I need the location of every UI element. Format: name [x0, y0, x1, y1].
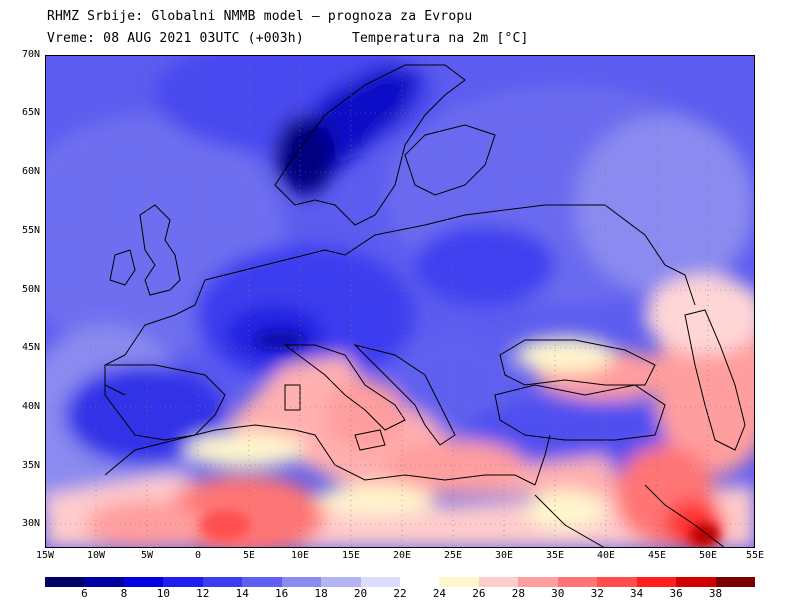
- colorbar-segment: [360, 577, 401, 587]
- lat-label: 35N: [21, 460, 40, 471]
- colorbar-segment: [518, 577, 559, 587]
- colorbar-segment: [163, 577, 204, 587]
- colorbar-label: 22: [393, 587, 407, 600]
- colorbar-segment: [597, 577, 638, 587]
- graticule: [45, 55, 755, 548]
- colorbar-label: 30: [551, 587, 565, 600]
- lon-label: 30E: [494, 550, 514, 561]
- lon-label: 20E: [392, 550, 412, 561]
- colorbar-label: 18: [314, 587, 328, 600]
- colorbar-segment: [321, 577, 362, 587]
- lat-label: 70N: [21, 49, 40, 60]
- colorbar-segment: [676, 577, 717, 587]
- colorbar-segment: [123, 577, 164, 587]
- lon-label: 45E: [647, 550, 667, 561]
- colorbar-segment: [400, 577, 440, 587]
- colorbar-label: 16: [275, 587, 289, 600]
- colorbar-label: 32: [590, 587, 604, 600]
- colorbar-label: 10: [156, 587, 170, 600]
- colorbar-label: 6: [81, 587, 88, 600]
- lat-label: 65N: [21, 107, 40, 118]
- colorbar-label: 36: [669, 587, 683, 600]
- colorbar-label: 38: [708, 587, 723, 600]
- lat-label: 55N: [21, 225, 40, 236]
- map-title: RHMZ Srbije: Globalni NMMB model — progn…: [47, 9, 473, 24]
- lon-label: 15E: [341, 550, 361, 561]
- colorbar-segment: [202, 577, 243, 587]
- lon-label: 55E: [745, 550, 765, 561]
- lon-label: 15W: [35, 550, 55, 561]
- temperature-field: [45, 55, 755, 548]
- colorbar-segment: [242, 577, 283, 587]
- colorbar-label: 20: [353, 587, 368, 600]
- colorbar-label: 28: [511, 587, 525, 600]
- lat-label: 60N: [21, 166, 40, 177]
- colorbar-label: 24: [432, 587, 447, 600]
- lon-label: 5E: [242, 550, 256, 561]
- lon-label: 5W: [140, 550, 154, 561]
- lat-label: 30N: [21, 518, 40, 529]
- field-name: Temperatura na 2m [°C]: [352, 31, 529, 46]
- colorbar-segment: [84, 577, 125, 587]
- colorbar-segment: [45, 577, 85, 587]
- lat-label: 40N: [21, 401, 40, 412]
- temperature-map: [45, 55, 755, 548]
- colorbar-segment: [439, 577, 480, 587]
- temperature-colorbar: [45, 577, 756, 587]
- map-frame: [45, 55, 755, 548]
- lon-label: 10E: [290, 550, 310, 561]
- colorbar-segment: [636, 577, 677, 587]
- colorbar-segment: [478, 577, 519, 587]
- coastlines: [104, 64, 746, 548]
- lon-label: 25E: [443, 550, 463, 561]
- colorbar-label: 26: [472, 587, 486, 600]
- lat-label: 50N: [21, 284, 40, 295]
- colorbar-label: 12: [196, 587, 210, 600]
- lon-label: 0: [194, 550, 202, 561]
- lon-label: 10W: [86, 550, 106, 561]
- lon-label: 40E: [596, 550, 616, 561]
- colorbar-label: 34: [630, 587, 644, 600]
- colorbar-label: 14: [235, 587, 249, 600]
- colorbar-label: 8: [120, 587, 128, 600]
- colorbar-segment: [715, 577, 756, 587]
- forecast-time: Vreme: 08 AUG 2021 03UTC (+003h): [47, 31, 304, 46]
- colorbar-segment: [281, 577, 322, 587]
- lon-label: 35E: [545, 550, 565, 561]
- lon-label: 50E: [698, 550, 718, 561]
- colorbar-segment: [557, 577, 598, 587]
- lat-label: 45N: [21, 342, 40, 353]
